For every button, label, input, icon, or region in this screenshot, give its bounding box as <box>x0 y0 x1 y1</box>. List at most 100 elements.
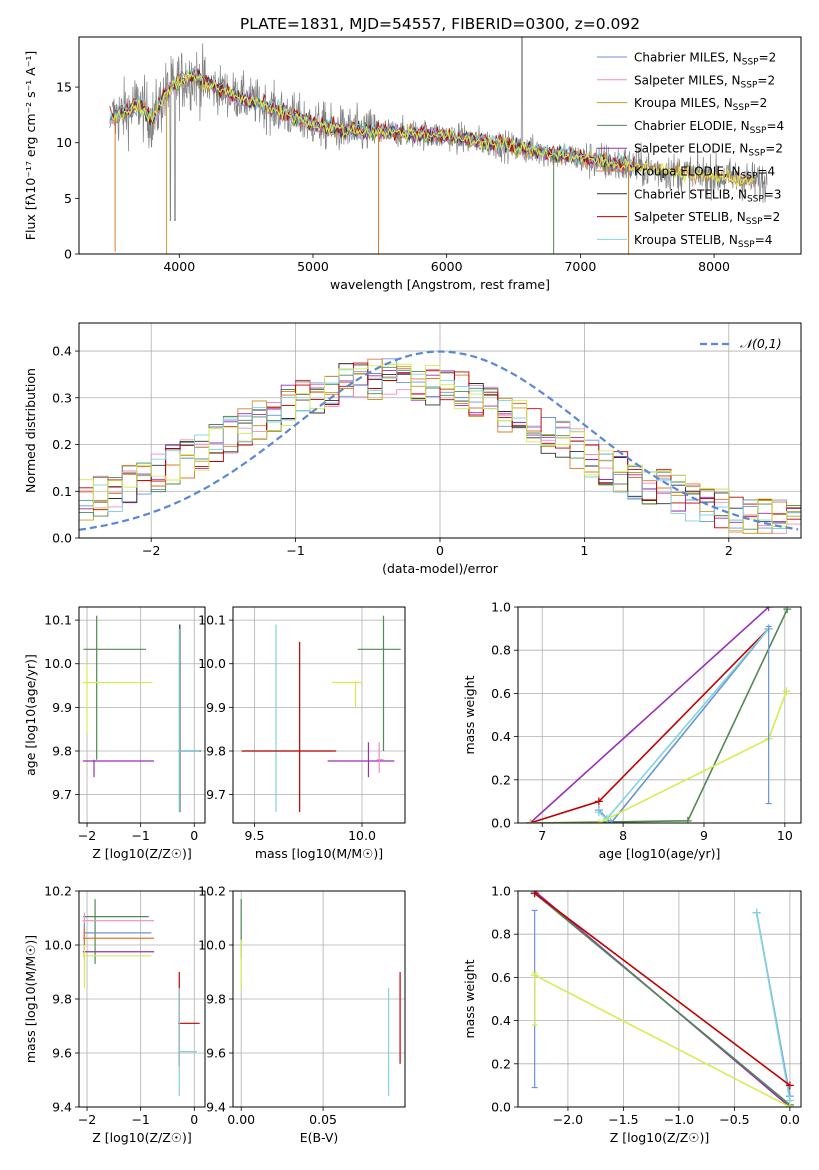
legend-model-name: Chabrier ELODIE <box>634 119 733 133</box>
weight-line <box>755 912 791 1101</box>
axes-frame <box>78 606 206 824</box>
x-tick-label: 5000 <box>297 259 329 274</box>
panel-ebv-mass: 0.00 0.05 9.4 9.6 9.8 10.0 10.2 E(B-V) <box>198 884 406 1145</box>
legend-nssp-value: =3 <box>764 187 782 201</box>
y-tick-label: 9.8 <box>206 744 226 759</box>
x-tick-label: 7000 <box>564 259 596 274</box>
y-tick-label: 5 <box>64 191 72 206</box>
weight-point <box>530 891 539 898</box>
x-tick-label: −1.5 <box>608 1112 638 1127</box>
legend-nssp-subscript: SSP <box>741 172 758 182</box>
x-tick-label: 4000 <box>163 259 195 274</box>
legend-nssp-value: =2 <box>750 96 768 110</box>
x-tick-label: 10 <box>777 828 793 843</box>
y-tick-label: 0.2 <box>491 1056 511 1071</box>
x-tick-label: 8 <box>619 828 627 843</box>
legend-nssp-value: =2 <box>759 51 777 65</box>
figure-title: PLATE=1831, MJD=54557, FIBERID=0300, z=0… <box>240 15 640 33</box>
legend-model-name: Chabrier STELIB <box>634 187 730 201</box>
axes-frame <box>517 890 802 1108</box>
x-axis-label: (data-model)/error <box>382 561 499 576</box>
y-axis-label: mass weight <box>462 675 477 754</box>
legend-entry: Chabrier STELIB, NSSP=3 <box>634 187 782 204</box>
legend-entry: Kroupa STELIB, NSSP=4 <box>634 233 772 250</box>
model-line-extra <box>111 72 755 187</box>
x-tick-label: −2 <box>78 1112 96 1127</box>
y-tick-label: 9.6 <box>206 1046 226 1061</box>
legend-nssp-prefix: , N <box>716 96 733 110</box>
panel-age-weight: 7 8 9 10 0.0 0.2 0.4 0.6 0.8 1.0 age [log10(age/yr… <box>462 600 802 861</box>
y-tick-label: 0.2 <box>491 772 511 787</box>
panel-z-age: −2 −1 0 9.7 9.8 9.9 10.0 10.1 Z [log10(Z/Z☉)] age… <box>23 606 206 861</box>
axes-frame <box>517 606 802 824</box>
plot-area <box>240 899 401 1097</box>
y-tick-label: 9.7 <box>206 787 226 802</box>
weight-line <box>529 607 770 823</box>
plot-area <box>526 607 792 823</box>
x-tick-label: −0.5 <box>719 1112 749 1127</box>
histogram-extra <box>79 363 801 533</box>
weight-point <box>594 808 603 817</box>
y-tick-label: 0 <box>64 247 72 262</box>
weight-point <box>782 687 791 696</box>
weight-point <box>683 816 692 823</box>
plot-area <box>109 37 768 254</box>
legend-model-name: Kroupa STELIB <box>634 233 721 247</box>
legend-nssp-prefix: , N <box>724 73 741 87</box>
x-tick-label: −2.0 <box>553 1112 583 1127</box>
weight-line <box>530 690 788 823</box>
x-tick-label: −1.0 <box>664 1112 694 1127</box>
weight-point <box>594 819 603 823</box>
x-tick-label: 7 <box>538 828 546 843</box>
y-tick-label: 10.2 <box>44 884 72 899</box>
weight-line <box>598 628 770 820</box>
legend-nssp-subscript: SSP <box>738 240 755 250</box>
panel-residuals: −2 −1 0 1 2 0.0 0.1 0.2 0.3 0.4 (data-model)/error… <box>23 322 802 576</box>
y-axis-label: Normed distribution <box>23 368 38 493</box>
weight-point <box>752 908 761 917</box>
spectrum-data-line <box>112 37 768 221</box>
y-tick-label: 10.0 <box>44 656 72 671</box>
legend-nssp-prefix: , N <box>732 142 749 156</box>
x-axis-label: wavelength [Angstrom, rest frame] <box>330 277 550 292</box>
plot-area <box>82 899 200 1097</box>
panel-mass-age: 9.5 10.0 9.7 9.8 9.9 10.0 10.1 mass [log10(M/M☉… <box>198 606 406 861</box>
weight-line <box>598 628 770 823</box>
weight-point <box>594 797 603 806</box>
x-tick-label: 9.5 <box>245 828 265 843</box>
legend-nssp-prefix: , N <box>733 119 750 133</box>
y-tick-label: 0.3 <box>52 390 72 405</box>
panel-z-mass: −2 −1 0 9.4 9.6 9.8 10.0 10.2 Z [log10(Z/Z☉)] mas… <box>23 884 206 1145</box>
y-tick-label: 0.0 <box>52 531 72 546</box>
y-tick-label: 10.1 <box>198 613 226 628</box>
x-axis-label: Z [log10(Z/Z☉)] <box>92 846 192 861</box>
y-tick-label: 1.0 <box>491 884 511 899</box>
legend-nssp-prefix: , N <box>721 233 738 247</box>
legend-nssp-subscript: SSP <box>733 103 750 113</box>
y-tick-label: 0.2 <box>52 437 72 452</box>
y-tick-label: 15 <box>56 80 72 95</box>
x-tick-label: 0.00 <box>227 1112 255 1127</box>
x-tick-label: 2 <box>725 543 733 558</box>
legend-nssp-value: =4 <box>757 165 775 179</box>
y-axis-label: age [log10(age/yr)] <box>23 654 38 776</box>
weight-point <box>764 607 773 611</box>
legend-nssp-prefix: , N <box>729 210 746 224</box>
legend-model-name: Salpeter ELODIE <box>634 142 732 156</box>
y-tick-label: 9.8 <box>206 992 226 1007</box>
plot-area <box>530 891 794 1107</box>
y-tick-label: 0.6 <box>491 686 511 701</box>
y-tick-label: 9.9 <box>206 700 226 715</box>
x-tick-label: 0 <box>436 543 444 558</box>
weight-line <box>530 608 789 823</box>
weight-point <box>783 607 792 614</box>
legend-entry: Salpeter STELIB, NSSP=2 <box>634 210 780 227</box>
legend-entry: Salpeter MILES, NSSP=2 <box>634 73 775 90</box>
legend-nssp-prefix: , N <box>725 51 742 65</box>
axes-frame <box>78 322 802 539</box>
plot-area <box>79 350 801 534</box>
y-tick-label: 0.8 <box>491 927 511 942</box>
legend-nssp-subscript: SSP <box>748 149 765 159</box>
